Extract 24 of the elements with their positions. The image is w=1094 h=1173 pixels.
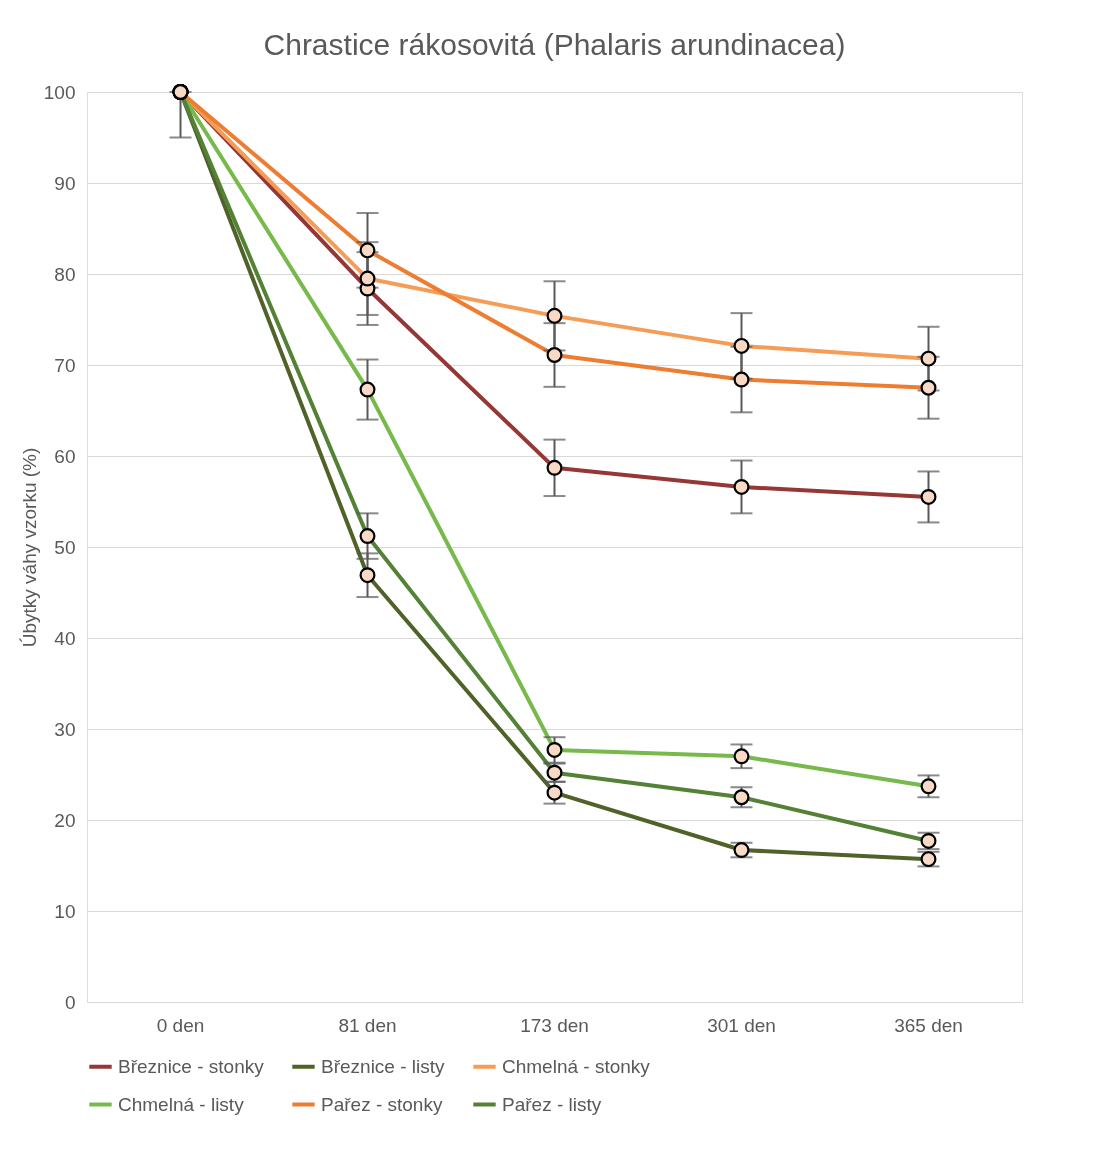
- y-tick-label: 40: [54, 627, 76, 649]
- legend-label: Březnice - stonky: [118, 1055, 265, 1077]
- y-tick-label: 100: [43, 81, 76, 103]
- y-tick-label: 60: [54, 445, 76, 467]
- x-tick-label: 81 den: [338, 1014, 397, 1036]
- chart-title: Chrastice rákosovitá (Phalaris arundinacea): [263, 27, 846, 61]
- x-tick-label: 301 den: [707, 1014, 776, 1036]
- x-tick-label: 173 den: [520, 1014, 589, 1036]
- y-tick-label: 10: [54, 900, 76, 922]
- y-tick-label: 20: [54, 809, 76, 831]
- y-axis-title: Úbytky váhy vzorku (%): [18, 447, 40, 648]
- y-tick-label: 70: [54, 354, 76, 376]
- y-tick-label: 90: [54, 172, 76, 194]
- legend-label: Březnice - listy: [321, 1055, 446, 1077]
- legend-label: Chmelná - stonky: [502, 1055, 651, 1077]
- y-tick-label: 0: [64, 991, 76, 1013]
- legend-label: Pařez - stonky: [321, 1093, 443, 1115]
- legend-label: Pařez - listy: [502, 1093, 602, 1115]
- y-tick-label: 50: [54, 536, 76, 558]
- x-tick-label: 365 den: [894, 1014, 963, 1036]
- y-tick-label: 80: [54, 263, 76, 285]
- y-tick-label: 30: [54, 718, 76, 740]
- legend-label: Chmelná - listy: [118, 1093, 245, 1115]
- x-tick-label: 0 den: [156, 1014, 205, 1036]
